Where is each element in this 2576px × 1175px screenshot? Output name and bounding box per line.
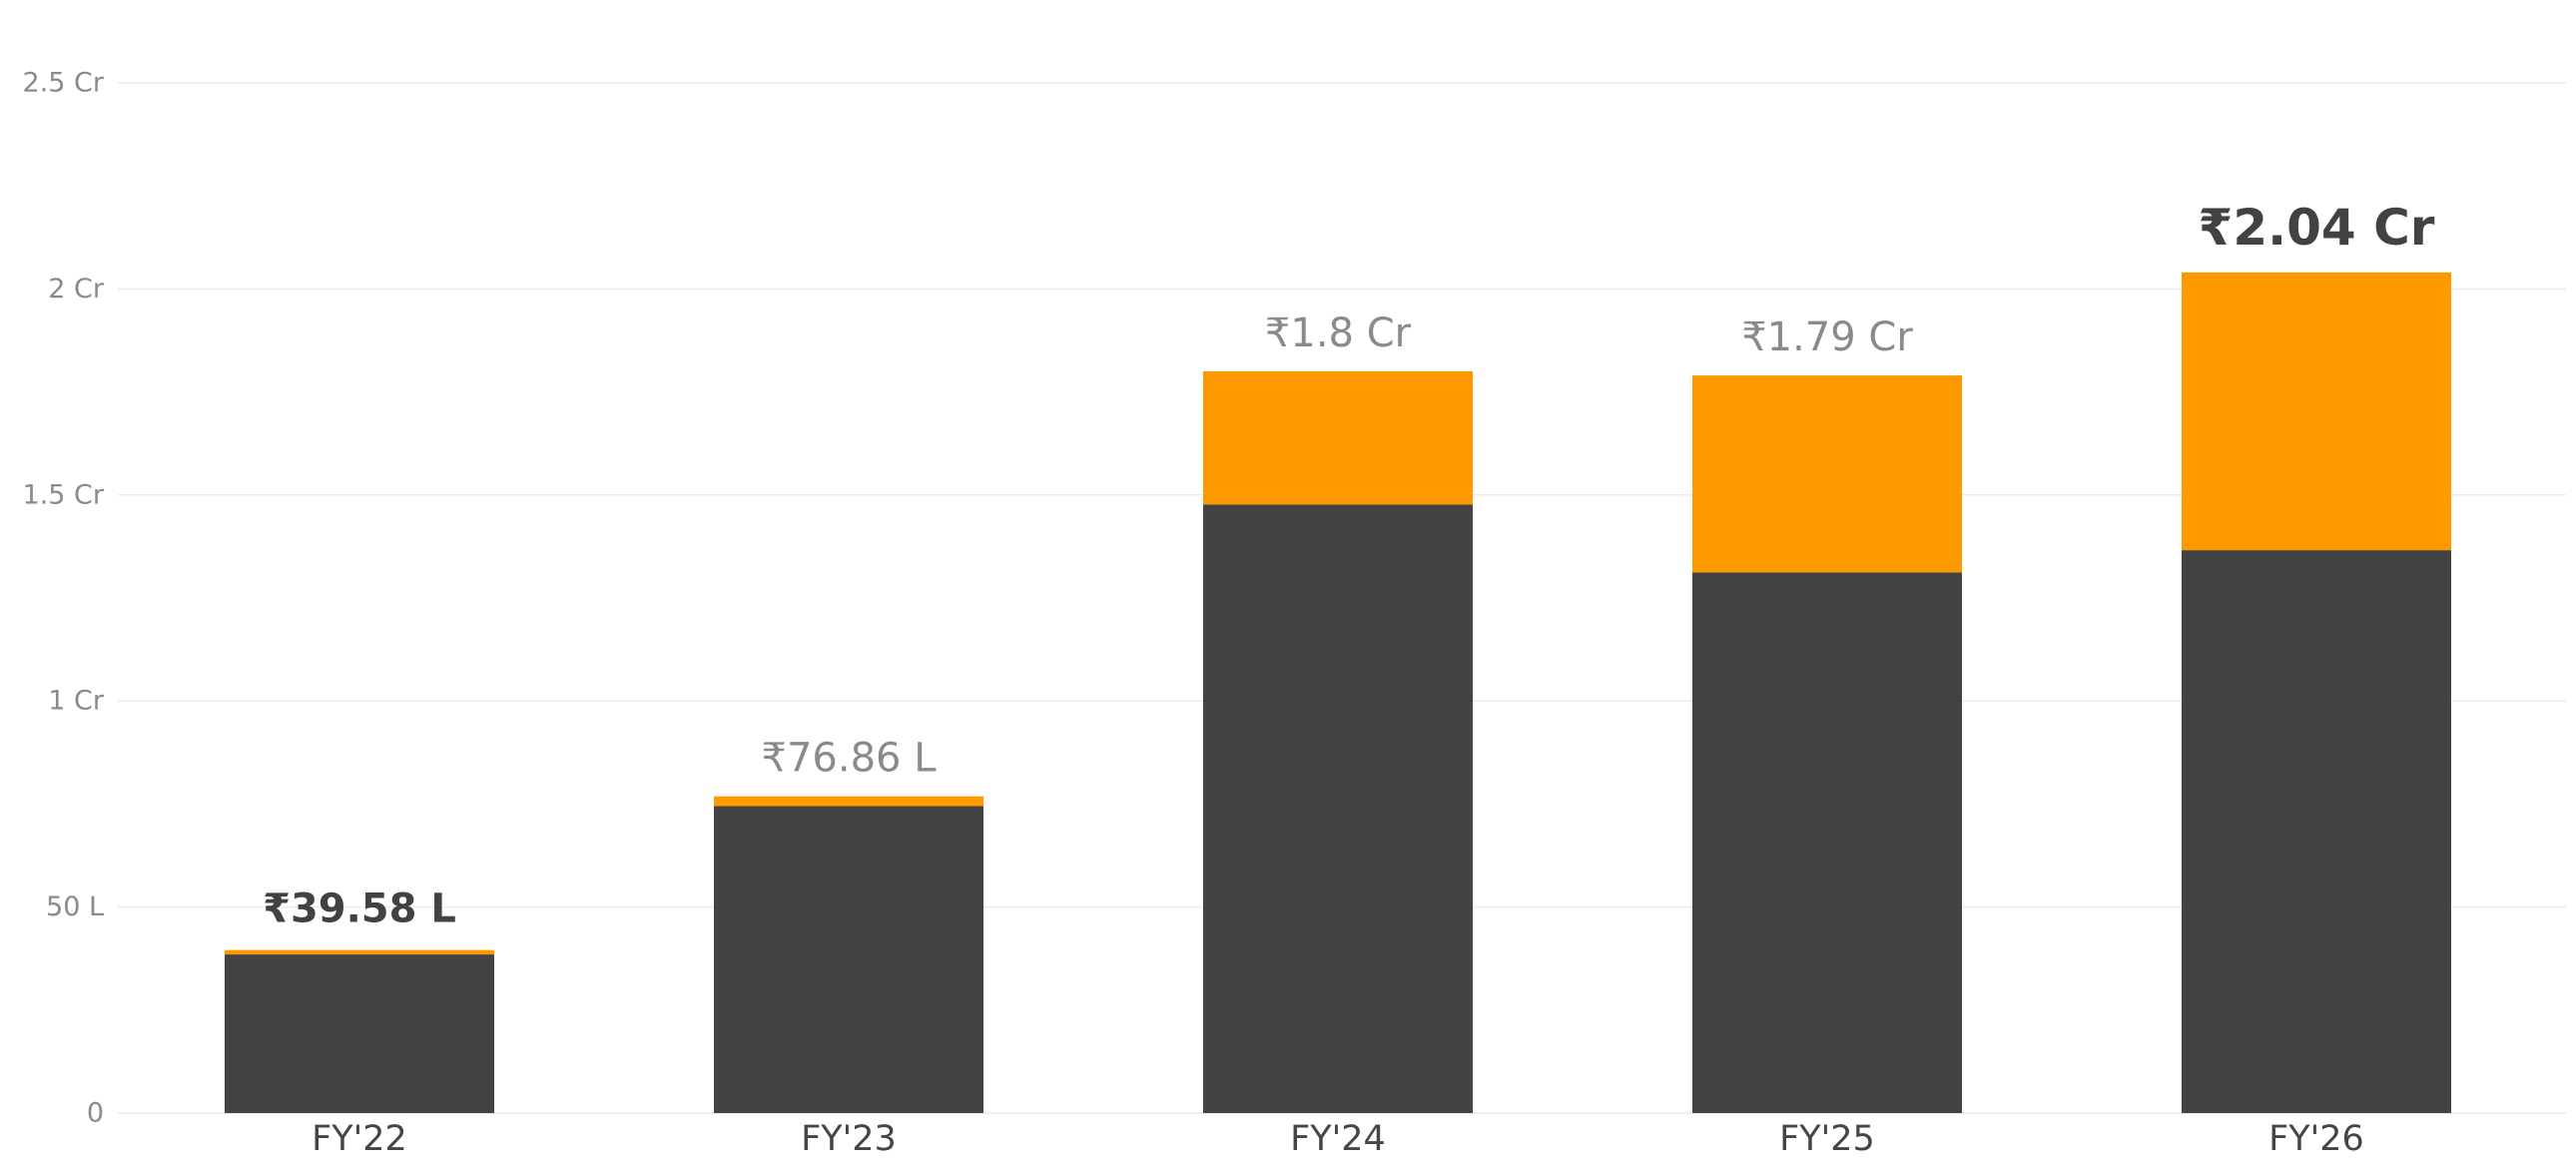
bar-total-label: ₹1.79 Cr bbox=[1741, 314, 1913, 360]
bar-total-label: ₹76.86 L bbox=[762, 736, 938, 782]
y-tick-label: 2.5 Cr bbox=[23, 68, 105, 99]
bar-segment bbox=[225, 949, 494, 955]
x-tick-label: FY'23 bbox=[801, 1119, 897, 1159]
bar-total-labels: ₹39.58 L ₹76.86 L ₹1.8 Cr ₹1.79 Cr ₹2.04 Cr bbox=[263, 199, 2435, 932]
bar-total-label: ₹39.58 L bbox=[263, 886, 456, 932]
x-tick-label: FY'26 bbox=[2268, 1119, 2364, 1159]
bar-segment bbox=[225, 954, 494, 1113]
x-tick-label: FY'25 bbox=[1779, 1119, 1875, 1159]
bar-segment bbox=[2182, 272, 2451, 551]
x-tick-label: FY'22 bbox=[312, 1119, 407, 1159]
bar-segment bbox=[714, 806, 983, 1113]
x-axis-labels: FY'22 FY'23 FY'24 FY'25 FY'26 bbox=[312, 1119, 2364, 1159]
y-tick-label: 0 bbox=[87, 1098, 104, 1129]
y-tick-label: 1.5 Cr bbox=[23, 479, 105, 510]
bar-segment bbox=[2182, 550, 2451, 1113]
bar-segment bbox=[1203, 504, 1473, 1113]
y-tick-label: 2 Cr bbox=[48, 274, 105, 304]
bar-segment bbox=[714, 796, 983, 807]
bar-total-label: ₹1.8 Cr bbox=[1265, 310, 1412, 356]
bar-segment bbox=[1692, 572, 1962, 1113]
x-tick-label: FY'24 bbox=[1290, 1119, 1386, 1159]
y-tick-label: 50 L bbox=[46, 891, 104, 922]
y-axis-ticks: 0 50 L 1 Cr 1.5 Cr 2 Cr 2.5 Cr bbox=[23, 68, 105, 1129]
bars bbox=[225, 272, 2451, 1113]
bar-total-label: ₹2.04 Cr bbox=[2199, 199, 2435, 257]
bar-segment bbox=[1203, 370, 1473, 505]
bar-segment bbox=[1692, 375, 1962, 573]
y-tick-label: 1 Cr bbox=[48, 686, 105, 717]
